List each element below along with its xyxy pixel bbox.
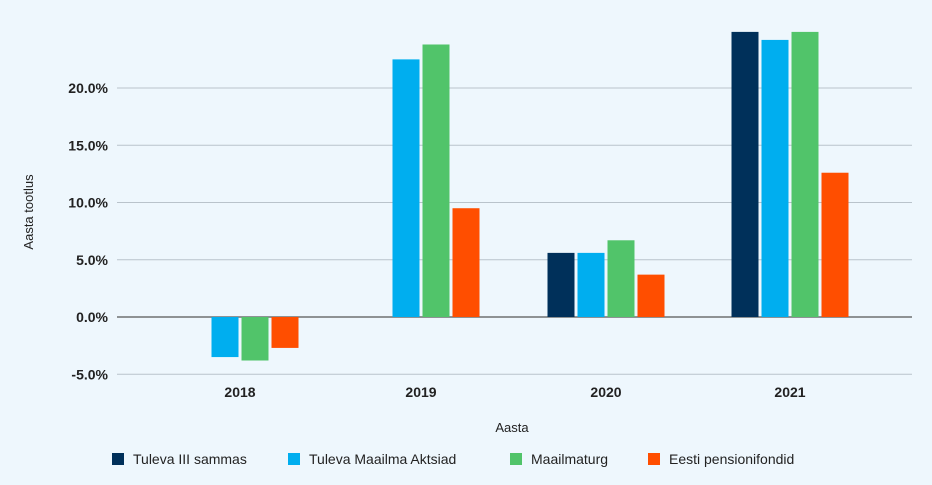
bar-2020-tuleva-maailma-aktsiad — [577, 252, 605, 317]
y-tick-label: 20.0% — [68, 80, 108, 96]
bar-2020-eesti-pensionifondid — [637, 274, 665, 317]
y-tick-labels: -5.0% 0.0% 5.0% 10.0% 15.0% 20.0% — [68, 80, 108, 382]
y-tick-label: 0.0% — [76, 309, 108, 325]
bar-2021-tuleva-maailma-aktsiad — [761, 39, 789, 317]
y-tick-label: 10.0% — [68, 195, 108, 211]
legend-label: Tuleva III sammas — [133, 451, 247, 467]
y-tick-label: 5.0% — [76, 252, 108, 268]
bar-2019-tuleva-maailma-aktsiad — [392, 59, 420, 317]
x-tick-labels: 2018 2019 2020 2021 — [224, 384, 805, 400]
bar-2019-maailmaturg — [422, 44, 450, 318]
y-tick-label: 15.0% — [68, 137, 108, 153]
legend-swatch — [112, 453, 124, 465]
bar-2019-eesti-pensionifondid — [452, 208, 480, 317]
y-tick-label: -5.0% — [71, 366, 108, 382]
legend-label: Maailmaturg — [531, 451, 608, 467]
x-tick-label: 2018 — [224, 384, 255, 400]
bar-2018-eesti-pensionifondid — [271, 317, 299, 348]
bar-2018-maailmaturg — [241, 317, 269, 361]
bar-2021-eesti-pensionifondid — [821, 172, 849, 317]
bar-2018-tuleva-maailma-aktsiad — [211, 317, 239, 358]
legend: Tuleva III sammas Tuleva Maailma Aktsiad M… — [112, 451, 794, 467]
x-tick-label: 2020 — [590, 384, 621, 400]
bars — [211, 31, 849, 361]
bar-2021-maailmaturg — [791, 31, 819, 318]
legend-label: Tuleva Maailma Aktsiad — [309, 451, 456, 467]
bar-2020-tuleva-iii-sammas — [547, 252, 575, 317]
x-axis-title: Aasta — [495, 420, 529, 435]
legend-swatch — [288, 453, 300, 465]
y-axis-title: Aasta tootlus — [21, 174, 36, 250]
bar-2020-maailmaturg — [607, 240, 635, 317]
legend-label: Eesti pensionifondid — [669, 451, 794, 467]
x-tick-label: 2021 — [774, 384, 805, 400]
x-tick-label: 2019 — [405, 384, 436, 400]
legend-swatch — [510, 453, 522, 465]
bar-2021-tuleva-iii-sammas — [731, 31, 759, 318]
legend-swatch — [648, 453, 660, 465]
